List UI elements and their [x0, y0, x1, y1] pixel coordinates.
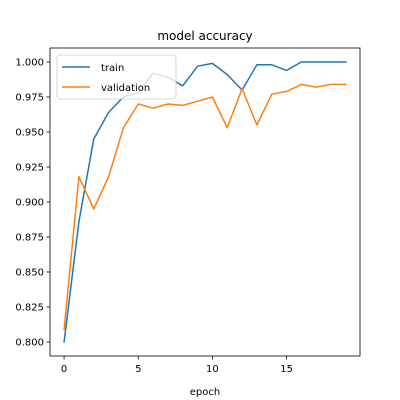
y-tick-label: 0.950 — [15, 128, 44, 139]
chart-title: model accuracy — [157, 29, 252, 43]
x-tick-label: 0 — [61, 364, 67, 375]
y-tick-label: 0.925 — [15, 163, 44, 174]
legend-label-train: train — [101, 63, 124, 74]
y-tick-label: 0.800 — [15, 338, 44, 349]
series-line-validation — [63, 83, 347, 331]
y-tick-label: 0.825 — [15, 303, 44, 314]
y-tick-label: 0.975 — [15, 93, 44, 104]
y-tick-label: 0.900 — [15, 198, 44, 209]
plot-area: 0 5 10 15 0.800 0.825 0.850 0.875 0.900 0.925 0.95… — [15, 47, 361, 375]
y-tick-label: 1.000 — [15, 58, 44, 69]
y-tick-label: 0.850 — [15, 268, 44, 279]
x-tick-label: 15 — [280, 364, 293, 375]
x-tick-label: 10 — [206, 364, 219, 375]
x-axis-label: epoch — [190, 387, 220, 398]
legend-label-validation: validation — [101, 83, 150, 94]
legend-box — [56, 54, 177, 100]
y-tick-label: 0.875 — [15, 233, 44, 244]
x-tick-label: 5 — [135, 364, 141, 375]
series-line-train — [63, 61, 347, 343]
